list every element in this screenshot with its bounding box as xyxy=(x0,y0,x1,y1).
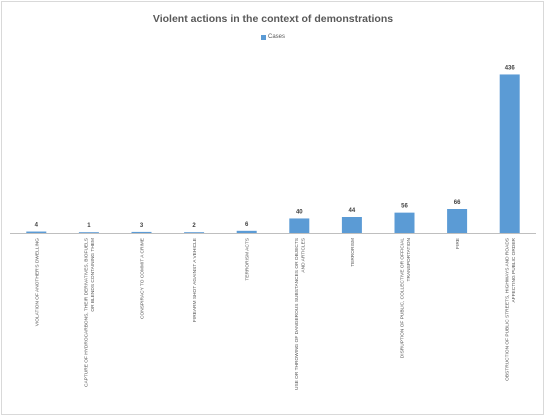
data-label: 6 xyxy=(245,222,249,228)
bar xyxy=(78,232,99,233)
data-label: 1 xyxy=(87,223,91,229)
category-label: AND ARTICLES xyxy=(301,238,307,273)
category-label: TRANSPORTATION xyxy=(406,237,412,281)
category-label: OBSTRUCTION OF PUBLIC STREETS, HIGHWAYS … xyxy=(504,238,510,381)
chart-title: Violent actions in the context of demons… xyxy=(152,13,394,25)
category-label: CAPTURE OF HYDROCARBONS, THEIR DERIVATIV… xyxy=(84,238,90,387)
category-label: TERRORISM xyxy=(350,238,356,267)
bar xyxy=(131,231,152,233)
bar xyxy=(184,232,205,233)
data-label: 436 xyxy=(505,65,516,71)
bar xyxy=(394,212,415,233)
bar xyxy=(447,209,468,233)
data-label: 40 xyxy=(296,209,303,215)
data-label: 56 xyxy=(401,204,408,210)
bar xyxy=(499,74,520,233)
category-label: OR BLENDS CONTAINING THEM xyxy=(90,238,96,312)
bar xyxy=(289,218,310,233)
bar xyxy=(26,231,47,233)
category-label: USE OR THROWING OF DANGEROUS SUBSTANCES … xyxy=(294,238,300,390)
data-label: 44 xyxy=(349,208,356,214)
category-label: AFFECTING PUBLIC ORDER xyxy=(511,237,517,302)
legend-label: Cases xyxy=(267,34,285,40)
data-label: 4 xyxy=(35,223,39,229)
category-label: TERRORISM ACTS xyxy=(245,238,251,281)
data-label: 2 xyxy=(192,223,196,229)
category-label: FIRE xyxy=(455,238,461,249)
data-label: 3 xyxy=(140,223,144,229)
bar xyxy=(341,217,362,233)
category-label: CONSPIRACY TO COMMIT A CRIME xyxy=(140,238,146,319)
data-label: 66 xyxy=(454,200,461,206)
chart-legend: Cases xyxy=(0,34,546,41)
category-label: FIREARM SHOT AGAINST A VEHICLE xyxy=(192,238,198,322)
bar xyxy=(236,230,257,233)
category-label: DISRUPTION OF PUBLIC, COLLECTIVE OR OFFI… xyxy=(399,238,405,359)
legend-swatch xyxy=(260,34,266,40)
category-label: VIOLATION OF ANOTHER'S DWELLING xyxy=(34,238,40,327)
